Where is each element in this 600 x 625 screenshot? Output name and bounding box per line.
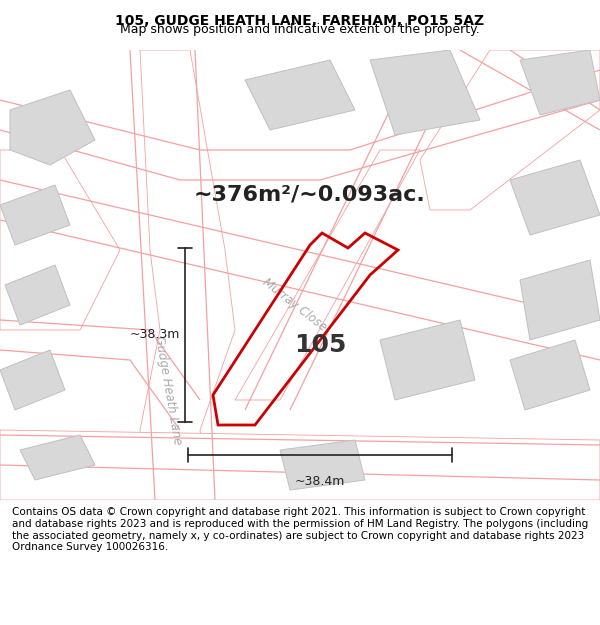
Polygon shape (0, 430, 600, 500)
Polygon shape (5, 265, 70, 325)
Polygon shape (0, 350, 65, 410)
Text: Murray Close: Murray Close (260, 276, 329, 334)
Polygon shape (510, 160, 600, 235)
Polygon shape (370, 50, 480, 135)
Polygon shape (420, 50, 600, 210)
Polygon shape (140, 50, 235, 500)
Polygon shape (520, 50, 600, 115)
Text: 105: 105 (294, 333, 346, 357)
Polygon shape (520, 260, 600, 340)
Polygon shape (20, 435, 95, 480)
Polygon shape (380, 320, 475, 400)
Polygon shape (0, 185, 70, 245)
Text: Gudge Heath Lane: Gudge Heath Lane (152, 334, 184, 446)
Text: ~38.3m: ~38.3m (130, 329, 180, 341)
Text: 105, GUDGE HEATH LANE, FAREHAM, PO15 5AZ: 105, GUDGE HEATH LANE, FAREHAM, PO15 5AZ (115, 14, 485, 28)
Polygon shape (245, 60, 355, 130)
Polygon shape (0, 150, 120, 330)
Polygon shape (235, 150, 420, 400)
Polygon shape (10, 90, 95, 165)
Text: Map shows position and indicative extent of the property.: Map shows position and indicative extent… (120, 23, 480, 36)
Polygon shape (280, 440, 365, 490)
Polygon shape (510, 340, 590, 410)
Text: Contains OS data © Crown copyright and database right 2021. This information is : Contains OS data © Crown copyright and d… (12, 508, 588, 552)
Text: ~376m²/~0.093ac.: ~376m²/~0.093ac. (194, 185, 426, 205)
Text: ~38.4m: ~38.4m (295, 475, 345, 488)
